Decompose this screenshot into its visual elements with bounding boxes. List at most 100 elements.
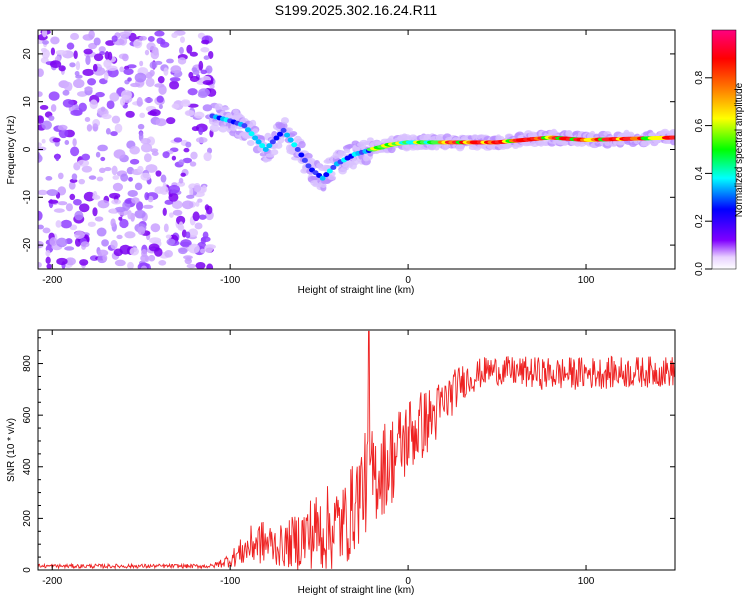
spectrogram-noise-blob [198, 60, 204, 71]
spectrogram-noise-blob [74, 210, 84, 221]
spectrogram-noise-blob [48, 199, 59, 204]
spectrogram-noise-blob [203, 55, 210, 60]
spectrogram-ridge-core [294, 147, 301, 152]
spectrogram-noise-blob [137, 123, 145, 130]
spectrogram-noise-blob [201, 39, 210, 45]
spectrogram-noise-blob [190, 151, 198, 160]
spectrogram-noise-blob [70, 32, 80, 41]
snr-ytick-label: 400 [22, 458, 33, 475]
spectrogram-noise-blob [163, 223, 169, 233]
spectrogram-noise-blob [140, 172, 151, 181]
spectrogram-noise-blob [142, 204, 154, 209]
spectrogram-noise-blob [125, 110, 135, 118]
spectrogram-noise-blob [178, 177, 184, 184]
spectrogram-noise-blob [81, 165, 93, 173]
spectrogram-noise-blob [128, 32, 137, 42]
spectrogram-noise-blob [189, 161, 197, 167]
spectrogram-ridge-core [252, 135, 259, 141]
spectrogram-noise-blob [163, 67, 169, 76]
spectrogram-noise-blob [144, 192, 150, 201]
spectrogram-ytick-label: 0 [22, 146, 33, 152]
spectrogram-noise-blob [172, 209, 183, 216]
spectrogram-noise-blob [195, 136, 208, 144]
spectrogram-noise-blob [104, 51, 110, 60]
spectrogram-noise-blob [127, 261, 134, 269]
spectrogram-noise-blob [118, 216, 123, 221]
spectrogram-noise-blob [178, 247, 188, 255]
spectrogram-noise-blob [65, 257, 76, 266]
spectrogram-noise-blob [120, 173, 129, 182]
spectrogram-noise-blob [136, 97, 143, 107]
snr-xtick-label: 0 [405, 576, 411, 587]
spectrogram-noise-blob [171, 155, 177, 161]
spectrogram-noise-blob [154, 30, 165, 37]
spectrogram-noise-blob [119, 66, 125, 73]
spectrogram-noise-blob [111, 199, 122, 205]
colorbar-tick-label: 0.0 [694, 262, 705, 276]
spectrogram-noise-blob [178, 221, 184, 230]
spectrogram-noise-blob [179, 36, 185, 43]
spectrogram-noise-blob [177, 57, 187, 65]
spectrogram-ridge-core [244, 127, 251, 133]
spectrogram-noise-blob [75, 60, 81, 71]
spectrogram-noise-blob [38, 146, 47, 151]
spectrogram-noise-blob [180, 100, 191, 107]
colorbar-tick-label: 0.8 [694, 70, 705, 84]
spectrogram-ridge-halo [246, 139, 255, 147]
spectrogram-noise-blob [39, 105, 49, 110]
spectrogram-noise-blob [101, 239, 109, 247]
spectrogram-noise-blob [78, 102, 87, 112]
spectrogram-noise-blob [114, 123, 123, 133]
spectrogram-ridge-core [287, 137, 294, 143]
spectrogram-noise-blob [57, 124, 68, 131]
spectrogram-noise-blob [171, 32, 178, 39]
spectrogram-noise-blob [131, 197, 140, 204]
spectrogram-noise-blob [134, 209, 146, 219]
spectrogram-noise-blob [58, 128, 69, 139]
spectrogram-noise-blob [166, 117, 176, 125]
spectrogram-ridge-core [266, 143, 273, 149]
spectrogram-noise-blob [48, 91, 60, 101]
colorbar-ticks: 0.0 0.2 0.4 0.6 0.8 [694, 70, 712, 276]
spectrogram-noise-blob [206, 263, 214, 269]
spectrogram-noise-blob [207, 50, 214, 59]
spectrogram-xtick-label: 100 [578, 275, 595, 286]
spectrogram-noise-blob [70, 146, 80, 157]
spectrogram-noise-blob [78, 178, 86, 185]
spectrogram-noise-blob [50, 47, 56, 56]
spectrogram-ridge-halo [669, 129, 675, 135]
spectrogram-noise-blob [175, 215, 186, 225]
spectrogram-noise-blob [38, 115, 45, 124]
spectrogram-noise-blob [100, 156, 106, 162]
spectrogram-noise-blob [145, 77, 155, 88]
spectrogram-ridge-halo [298, 140, 306, 149]
snr-ylabel: SNR (10 * v/v) [6, 418, 17, 482]
spectrogram-noise-blob [198, 127, 204, 136]
spectrogram-noise-blob [64, 140, 70, 145]
spectrogram-ridge-halo [343, 148, 351, 154]
snr-frame [37, 329, 676, 571]
spectrogram-noise-blob [185, 256, 192, 262]
spectrogram-noise-blob [89, 99, 98, 110]
spectrogram-noise-blob [129, 247, 140, 256]
spectrogram-noise-blob [97, 144, 108, 152]
spectrogram-noise-blob [58, 65, 66, 72]
spectrogram-ridge-core [262, 147, 269, 152]
spectrogram-noise-blob [147, 36, 155, 42]
spectrogram-ridge-core [276, 131, 283, 137]
spectrogram-noise-blob [72, 138, 77, 147]
spectrogram-xlabel: Height of straight line (km) [298, 285, 415, 296]
spectrogram-noise-blob [144, 49, 150, 56]
spectrogram-noise-blob [56, 257, 68, 266]
spectrogram-noise-blob [202, 231, 209, 239]
spectrogram-ridge-halo [289, 131, 298, 136]
spectrogram-noise-blob [169, 77, 181, 82]
spectrogram-xtick-label: -100 [220, 275, 240, 286]
spectrogram-noise-blob [50, 36, 60, 45]
spectrogram-noise-blob [171, 200, 183, 209]
spectrogram-noise-blob [41, 30, 48, 38]
spectrogram-noise-blob [197, 198, 203, 203]
spectrogram-noise-blob [84, 117, 91, 122]
